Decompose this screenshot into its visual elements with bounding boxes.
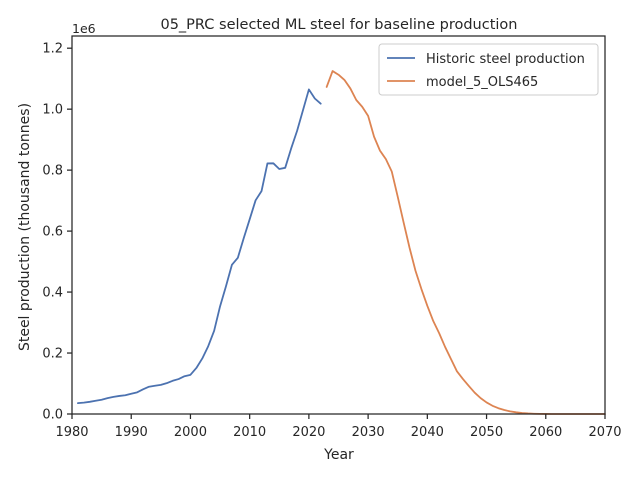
x-tick-label: 2070 — [588, 425, 621, 440]
chart-title: 05_PRC selected ML steel for baseline pr… — [160, 17, 517, 33]
x-tick-label: 1980 — [55, 425, 88, 440]
y-tick-label: 0.0 — [42, 408, 63, 423]
x-tick-label: 2000 — [174, 425, 207, 440]
legend-label-historic: Historic steel production — [426, 52, 585, 67]
y-axis-label: Steel production (thousand tonnes) — [17, 103, 33, 351]
x-tick-label: 2010 — [233, 425, 266, 440]
y-offset-label: 1e6 — [72, 21, 96, 36]
x-tick-label: 2040 — [411, 425, 444, 440]
y-tick-label: 1.0 — [42, 103, 63, 118]
x-tick-label: 2060 — [529, 425, 562, 440]
series-layer — [77, 70, 606, 415]
plot-frame — [71, 35, 606, 415]
y-tick-label: 1.2 — [42, 42, 63, 57]
y-tick-label: 0.2 — [42, 347, 63, 362]
y-tick-label: 0.8 — [42, 164, 63, 179]
legend-box — [378, 43, 599, 96]
x-tick-label: 1990 — [115, 425, 148, 440]
series-line-1 — [325, 70, 606, 415]
x-tick-label: 2050 — [470, 425, 503, 440]
y-tick-label: 0.4 — [42, 286, 63, 301]
x-tick-label: 2020 — [292, 425, 325, 440]
axes-layer: 1980 1990 2000 2010 2020 2030 2040 2050 2060 2070… — [42, 35, 622, 440]
legend: Historic steel production model_5_OLS465 — [378, 43, 599, 96]
x-tick-label: 2030 — [352, 425, 385, 440]
x-axis-label: Year — [323, 447, 354, 463]
y-tick-label: 0.6 — [42, 225, 63, 240]
legend-label-model: model_5_OLS465 — [426, 75, 538, 90]
series-line-0 — [77, 88, 322, 405]
